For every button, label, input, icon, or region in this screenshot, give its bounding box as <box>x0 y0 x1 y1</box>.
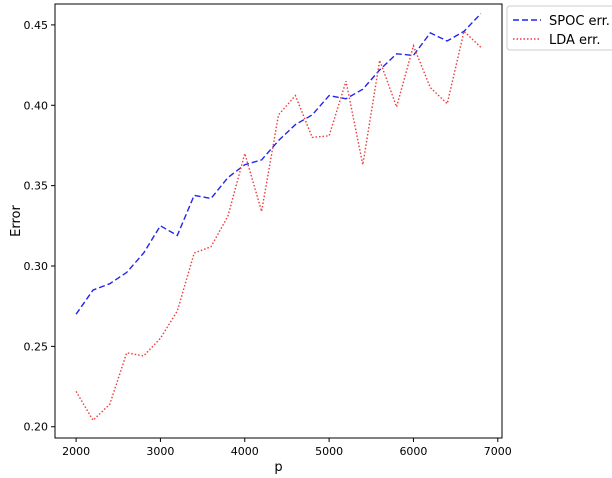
y-axis: 0.20 0.25 0.30 0.35 0.40 0.45 <box>24 19 55 434</box>
x-axis-label: p <box>274 460 282 475</box>
x-tick-label: 7000 <box>484 445 512 458</box>
y-tick-label: 0.35 <box>24 180 49 193</box>
x-tick-label: 5000 <box>315 445 343 458</box>
y-axis-label: Error <box>9 205 24 237</box>
x-axis: 2000 3000 4000 5000 6000 7000 <box>62 438 512 458</box>
series-line-spoc <box>75 13 482 315</box>
x-tick-label: 4000 <box>231 445 259 458</box>
y-tick-label: 0.20 <box>24 421 49 434</box>
y-tick-label: 0.40 <box>24 99 49 112</box>
y-tick-label: 0.25 <box>24 340 49 353</box>
x-tick-label: 3000 <box>146 445 174 458</box>
x-tick-label: 2000 <box>62 445 90 458</box>
plot-frame <box>54 3 503 439</box>
y-tick-label: 0.30 <box>24 260 49 273</box>
series-line-lda <box>75 29 482 422</box>
legend: SPOC err. LDA err. <box>506 5 612 51</box>
legend-label: LDA err. <box>549 33 600 48</box>
y-tick-label: 0.45 <box>24 19 49 32</box>
legend-box <box>506 5 612 51</box>
x-tick-label: 6000 <box>399 445 427 458</box>
legend-label: SPOC err. <box>549 14 610 29</box>
plot-content <box>75 13 482 422</box>
